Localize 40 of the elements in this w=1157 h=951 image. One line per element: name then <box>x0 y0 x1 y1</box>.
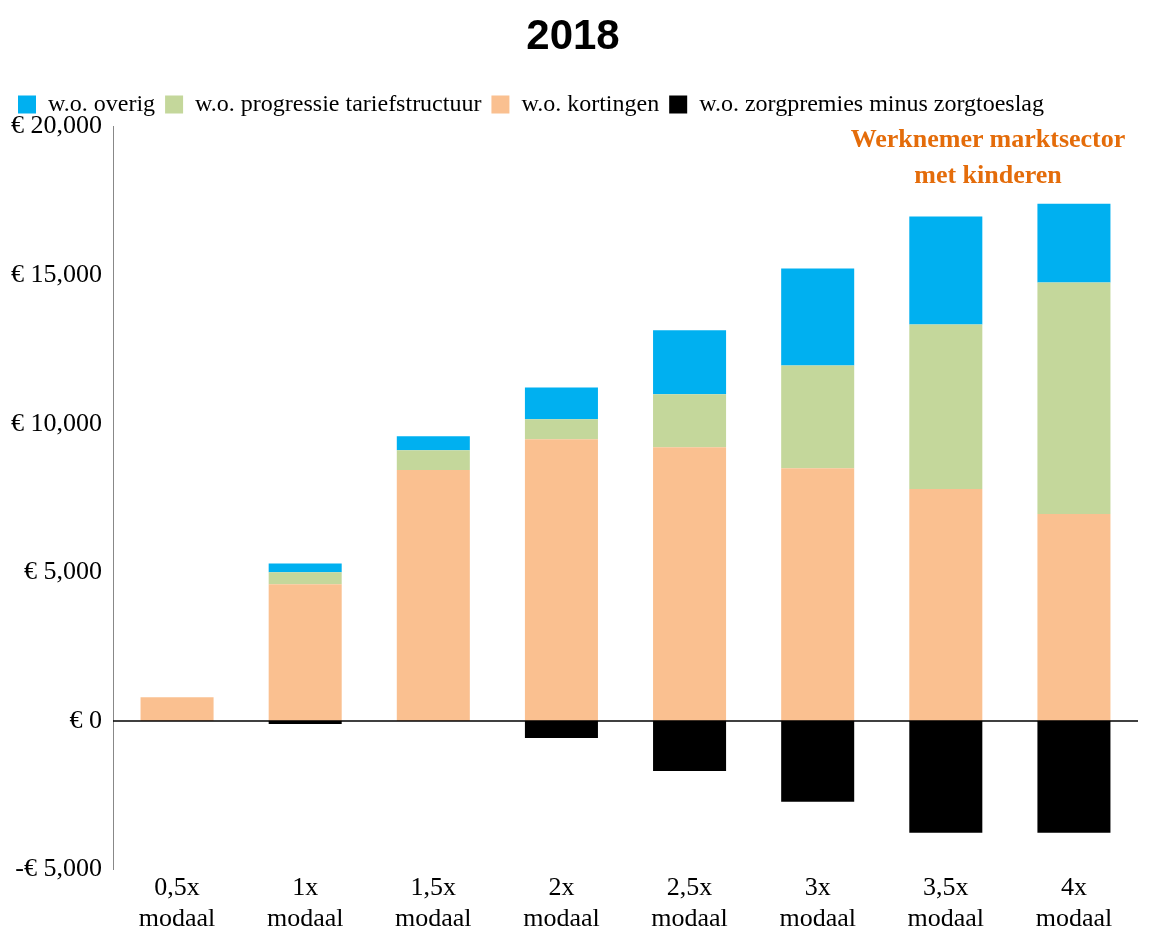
bar <box>396 450 470 471</box>
bar <box>781 268 855 366</box>
bar <box>396 436 470 451</box>
x-tick-label: 1x modaal <box>266 872 344 933</box>
bar <box>1037 282 1111 515</box>
bar <box>653 447 727 721</box>
bar <box>140 697 214 721</box>
legend-label: w.o. zorgpremies minus zorgtoeslag <box>699 89 1045 116</box>
x-tick-label: 4x modaal <box>1035 872 1113 933</box>
y-tick-label: € 10,000 <box>11 407 102 437</box>
x-tick-label: 3x modaal <box>779 872 856 933</box>
x-tick-label: 3,5x modaal <box>907 872 985 933</box>
bar <box>524 439 598 721</box>
x-tick-label: 0,5x modaal <box>138 872 216 933</box>
x-tick-label: 1,5x modaal <box>395 872 472 933</box>
y-tick-label: € 15,000 <box>11 258 102 288</box>
legend-label: w.o. progressie tariefstructuur <box>195 89 482 116</box>
bar <box>781 365 855 469</box>
x-tick-label: 2x modaal <box>523 872 600 933</box>
bar <box>1037 514 1111 721</box>
y-tick-label: € 0 <box>69 704 102 734</box>
bar <box>396 470 470 721</box>
annotation: Werknemer marktsector met kinderen <box>850 124 1126 190</box>
bar <box>909 489 983 721</box>
bar <box>909 324 983 490</box>
bar <box>524 419 598 440</box>
chart-title: 2018 <box>526 10 620 58</box>
bar <box>524 387 598 420</box>
bar <box>653 330 727 395</box>
bar <box>909 216 983 325</box>
bar <box>268 584 342 721</box>
legend-label: w.o. kortingen <box>521 89 660 116</box>
bar <box>1037 203 1111 283</box>
bar <box>653 394 727 448</box>
bar <box>268 572 342 585</box>
bar <box>268 563 342 573</box>
x-tick-label: 2,5x modaal <box>651 872 728 933</box>
bar <box>781 468 855 721</box>
y-tick-label: € 5,000 <box>24 556 102 586</box>
y-tick-label: -€ 5,000 <box>15 853 102 883</box>
